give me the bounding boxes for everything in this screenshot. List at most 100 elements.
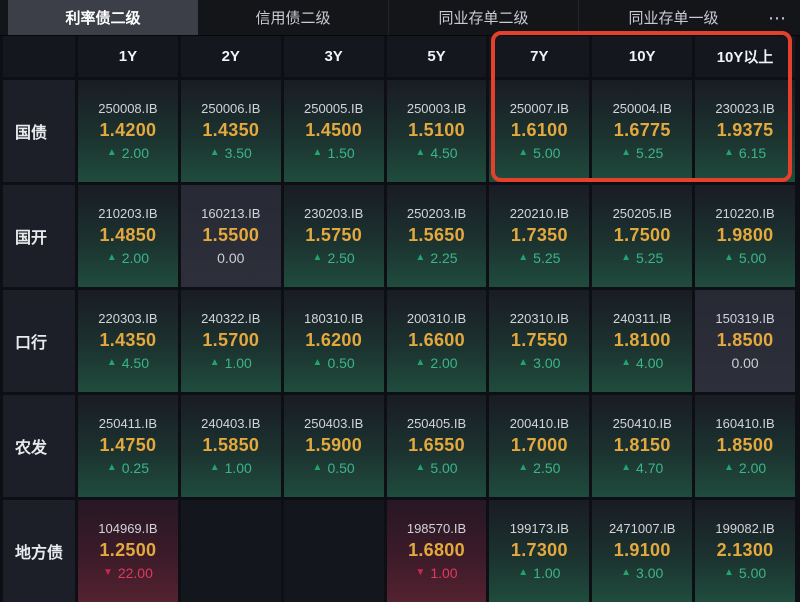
quote-cell-0-4[interactable]: 250007.IB 1.6100 ▲ 5.00 xyxy=(489,80,590,182)
up-triangle-icon: ▲ xyxy=(312,357,323,368)
quote-cell-3-1[interactable]: 240403.IB 1.5850 ▲ 1.00 xyxy=(180,395,281,497)
bond-change: ▲ 0.25 xyxy=(107,460,149,476)
bond-rate: 1.6800 xyxy=(408,540,465,560)
tab-3[interactable]: 同业存单一级 xyxy=(578,0,768,35)
change-value: 5.00 xyxy=(738,250,767,266)
bond-change: ▲ 5.25 xyxy=(621,250,663,266)
quote-cell-1-2[interactable]: 230203.IB 1.5750 ▲ 2.50 xyxy=(283,185,384,287)
quote-cell-0-5[interactable]: 250004.IB 1.6775 ▲ 5.25 xyxy=(592,80,693,182)
bond-change: ▲ 5.00 xyxy=(724,565,766,581)
bond-code: 104969.IB xyxy=(98,521,158,536)
change-value: 4.70 xyxy=(636,460,664,476)
bond-change: ▲ 2.00 xyxy=(107,145,149,161)
bond-change: ▲ 4.50 xyxy=(415,145,457,161)
bond-rate: 1.6100 xyxy=(510,120,568,140)
quote-cell-3-3[interactable]: 250405.IB 1.6550 ▲ 5.00 xyxy=(386,395,487,497)
quote-cell-4-3[interactable]: 198570.IB 1.6800 ▼ 1.00 xyxy=(386,500,487,602)
tab-1[interactable]: 信用债二级 xyxy=(255,10,331,27)
quote-cell-3-4[interactable]: 200410.IB 1.7000 ▲ 2.50 xyxy=(489,395,590,497)
quote-cell-3-0[interactable]: 250411.IB 1.4750 ▲ 0.25 xyxy=(78,395,178,497)
bond-code: 199173.IB xyxy=(509,521,569,536)
up-triangle-icon: ▲ xyxy=(106,462,117,473)
bond-rate: 1.4350 xyxy=(202,120,260,140)
quote-cell-1-1[interactable]: 160213.IB 1.5500 0.00 xyxy=(180,185,281,287)
quote-cell-0-0[interactable]: 250008.IB 1.4200 ▲ 2.00 xyxy=(78,80,178,182)
more-icon[interactable]: ⋯ xyxy=(768,7,787,28)
row-label-1: 国开 xyxy=(3,185,75,287)
quote-cell-3-6[interactable]: 160410.IB 1.8500 ▲ 2.00 xyxy=(695,395,795,497)
change-value: 4.50 xyxy=(430,145,458,161)
quote-cell-2-6[interactable]: 150319.IB 1.8500 0.00 xyxy=(695,290,795,392)
quote-cell-2-2[interactable]: 180310.IB 1.6200 ▲ 0.50 xyxy=(283,290,384,392)
quote-cell-4-2 xyxy=(283,500,384,602)
bond-change: ▲ 4.70 xyxy=(621,460,663,476)
up-triangle-icon: ▲ xyxy=(518,357,529,368)
tab-0[interactable]: 利率债二级 xyxy=(8,0,198,35)
quote-cell-1-6[interactable]: 210220.IB 1.9800 ▲ 5.00 xyxy=(695,185,795,287)
row-label-2: 口行 xyxy=(3,290,75,392)
quote-cell-1-3[interactable]: 250203.IB 1.5650 ▲ 2.25 xyxy=(386,185,487,287)
bond-rate: 1.5100 xyxy=(408,120,465,140)
quote-cell-4-4[interactable]: 199173.IB 1.7300 ▲ 1.00 xyxy=(489,500,590,602)
bond-change: ▲ 5.25 xyxy=(621,145,663,161)
quote-cell-0-6[interactable]: 230023.IB 1.9375 ▲ 6.15 xyxy=(695,80,795,182)
bond-code: 210220.IB xyxy=(715,206,775,221)
bond-rate: 1.5500 xyxy=(202,225,260,245)
bond-code: 240403.IB xyxy=(201,416,261,431)
bond-change: ▲ 6.15 xyxy=(724,145,766,161)
quote-cell-3-5[interactable]: 250410.IB 1.8150 ▲ 4.70 xyxy=(592,395,693,497)
quote-cell-1-0[interactable]: 210203.IB 1.4850 ▲ 2.00 xyxy=(78,185,178,287)
bond-code: 250003.IB xyxy=(406,101,467,116)
bond-rate: 1.6600 xyxy=(408,330,465,350)
quote-cell-4-6[interactable]: 199082.IB 2.1300 ▲ 5.00 xyxy=(695,500,795,602)
bond-change: ▲ 4.50 xyxy=(107,355,149,371)
up-triangle-icon: ▲ xyxy=(518,252,529,263)
change-value: 22.00 xyxy=(117,565,153,581)
bond-code: 250405.IB xyxy=(406,416,467,431)
column-header-2: 3Y xyxy=(283,36,384,77)
quote-cell-2-5[interactable]: 240311.IB 1.8100 ▲ 4.00 xyxy=(592,290,693,392)
up-triangle-icon: ▲ xyxy=(415,357,426,368)
bond-code: 180310.IB xyxy=(303,311,364,326)
bond-change: ▲ 2.00 xyxy=(107,250,149,266)
quote-cell-0-2[interactable]: 250005.IB 1.4500 ▲ 1.50 xyxy=(283,80,384,182)
bond-change: ▲ 1.50 xyxy=(313,145,355,161)
bond-rate: 1.8500 xyxy=(716,435,774,455)
bond-change: ▲ 5.00 xyxy=(518,145,560,161)
up-triangle-icon: ▲ xyxy=(106,147,117,158)
up-triangle-icon: ▲ xyxy=(415,252,426,263)
up-triangle-icon: ▲ xyxy=(518,462,529,473)
quote-cell-4-0[interactable]: 104969.IB 1.2500 ▼ 22.00 xyxy=(78,500,178,602)
quote-cell-2-3[interactable]: 200310.IB 1.6600 ▲ 2.00 xyxy=(386,290,487,392)
up-triangle-icon: ▲ xyxy=(415,147,426,158)
bond-code: 250007.IB xyxy=(509,101,569,116)
bond-rate: 1.4750 xyxy=(99,435,157,455)
quote-cell-2-0[interactable]: 220303.IB 1.4350 ▲ 4.50 xyxy=(78,290,178,392)
change-value: 3.00 xyxy=(636,565,664,581)
bond-change: ▲ 1.00 xyxy=(518,565,560,581)
bond-change: ▲ 2.25 xyxy=(415,250,457,266)
quote-cell-0-3[interactable]: 250003.IB 1.5100 ▲ 4.50 xyxy=(386,80,487,182)
quote-cell-1-4[interactable]: 220210.IB 1.7350 ▲ 5.25 xyxy=(489,185,590,287)
change-value: 2.25 xyxy=(430,250,458,266)
bond-change: ▲ 5.00 xyxy=(724,250,766,266)
change-value: 5.00 xyxy=(738,565,767,581)
quote-cell-1-5[interactable]: 250205.IB 1.7500 ▲ 5.25 xyxy=(592,185,693,287)
change-value: 1.00 xyxy=(533,565,561,581)
tab-bar-actions: ⋯ xyxy=(768,0,800,35)
column-header-1: 2Y xyxy=(180,36,281,77)
quote-cell-2-4[interactable]: 220310.IB 1.7550 ▲ 3.00 xyxy=(489,290,590,392)
change-value: 0.00 xyxy=(731,355,759,371)
quote-cell-2-1[interactable]: 240322.IB 1.5700 ▲ 1.00 xyxy=(180,290,281,392)
quote-cell-0-1[interactable]: 250006.IB 1.4350 ▲ 3.50 xyxy=(180,80,281,182)
bond-rate: 1.4850 xyxy=(99,225,157,245)
tab-2[interactable]: 同业存单二级 xyxy=(388,0,578,35)
quote-cell-4-5[interactable]: 2471007.IB 1.9100 ▲ 3.00 xyxy=(592,500,693,602)
bond-rate: 1.7350 xyxy=(510,225,568,245)
quote-cell-3-2[interactable]: 250403.IB 1.5900 ▲ 0.50 xyxy=(283,395,384,497)
bond-rate: 1.6775 xyxy=(613,120,671,140)
bond-change: 0.00 xyxy=(731,355,758,371)
bond-rate: 1.7500 xyxy=(613,225,671,245)
bond-code: 2471007.IB xyxy=(608,521,676,536)
up-triangle-icon: ▲ xyxy=(621,462,632,473)
